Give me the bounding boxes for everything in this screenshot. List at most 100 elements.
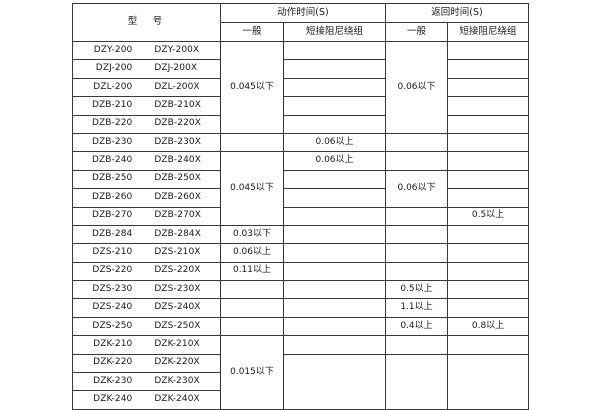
action-general-value [220,298,284,318]
action-damping-value [282,335,387,355]
action-damping-value [282,280,387,300]
return-general-value [385,151,449,171]
model-cell: DZB-230 DZB-230X [72,132,221,153]
relay-timing-table: 型 号 动作时间(S) 返回时间(S) 一般 短接阻尼绕组 一般 短接阻尼绕组 … [72,3,530,410]
table-row: DZK-210 DZK-210X 0.015以下 [72,335,530,410]
header-action-general: 一般 [220,22,284,42]
return-damping-value: 0.8以上 [447,316,530,337]
model-cell: DZB-270 DZB-270X [72,206,221,226]
table-row: DZB-230 DZB-230X 0.06以上 [72,132,530,153]
model-cell: DZK-230 DZK-230X [72,372,221,392]
model-code-b: DZJ-200X [154,63,198,74]
return-general-value [385,206,449,226]
model-cell: DZB-220 DZB-220X [72,114,221,134]
action-damping-value: 0.06以上 [282,132,387,153]
model-cell: DZS-210 DZS-210X [72,243,221,263]
model-code-a: DZK-220 [93,357,133,368]
action-damping-value [282,96,387,116]
return-general-value [385,224,449,245]
model-code-a: DZK-230 [93,375,133,386]
model-cell: DZS-250 DZS-250X [72,316,221,337]
header-action-time: 动作时间(S) [219,3,387,23]
model-code-b: DZK-240X [154,394,200,405]
model-code-a: DZB-240 [91,155,133,166]
model-code-b: DZS-250X [154,320,201,331]
return-damping-value [447,40,530,61]
return-damping-value [447,132,530,153]
return-general-value [385,132,449,153]
model-code-a: DZS-230 [92,283,133,294]
table-row: DZB-210 DZB-210X [72,96,530,116]
header-return-time: 返回时间(S) [385,3,530,23]
table-row: DZJ-200 DZJ-200X [72,59,530,79]
model-code-a: DZB-260 [91,191,133,202]
return-general-value: 0.06以下 [385,169,449,208]
return-damping-value [447,151,530,171]
model-code-a: DZK-240 [93,394,133,405]
header-row-sub: 一般 短接阻尼绕组 一般 短接阻尼绕组 [73,22,530,42]
model-code-b: DZK-210X [154,339,200,349]
return-damping-value [447,243,530,263]
return-damping-value [447,353,530,410]
return-general-value: 0.06以下 [385,41,449,134]
return-general-value: 1.1以上 [385,298,449,318]
table-row: DZB-270 DZB-270X 0.5以上 [72,206,530,226]
header-model: 型 号 [72,3,221,42]
table-row: DZS-250 DZS-250X 0.4以上 0.8以上 [72,316,530,337]
model-code-a: DZS-240 [92,302,133,313]
action-general-value: 0.11以上 [220,261,284,282]
model-cell: DZS-220 DZS-220X [72,261,221,282]
action-general-value: 0.06以上 [220,243,284,263]
model-code-a: DZL-200 [93,81,133,92]
action-damping-value [282,353,387,410]
header-return-damping: 短接阻尼绕组 [447,22,530,42]
model-cell: DZK-240 DZK-240X [72,390,221,410]
action-general-value: 0.015以下 [220,335,284,410]
model-code-b: DZL-200X [154,81,200,92]
model-cell: DZB-260 DZB-260X [72,188,221,208]
return-damping-value [447,298,530,318]
model-code-a: DZB-284 [91,228,133,239]
action-damping-value [282,114,387,134]
model-cell: DZK-220 DZK-220X [72,353,221,374]
table-row: DZB-250 DZB-250X 0.06以下 [72,169,530,208]
table-row: DZK-220 DZK-220X [72,353,530,410]
model-cell: DZB-250 DZB-250X [72,169,221,190]
model-code-a: DZK-210 [93,339,133,349]
action-general-value [220,316,284,337]
action-damping-value [282,298,387,318]
model-code-a: DZB-270 [91,210,133,221]
model-code-a: DZY-200 [93,44,133,55]
model-code-a: DZB-250 [91,173,133,184]
action-general-value [220,132,284,153]
return-general-value [385,353,449,410]
model-code-b: DZS-230X [154,283,201,294]
action-damping-value [282,206,387,226]
model-code-b: DZK-220X [154,357,200,368]
model-code-b: DZS-210X [154,247,201,258]
header-row-top: 型 号 动作时间(S) 返回时间(S) [72,3,530,42]
action-damping-value [282,261,387,282]
return-damping-value [447,169,530,190]
return-general-value [385,261,449,282]
model-code-b: DZB-210X [154,99,202,110]
table-row: DZS-210 DZS-210X 0.06以上 [72,243,530,263]
action-damping-value [282,77,387,98]
header-return-general: 一般 [385,22,449,42]
model-cell: DZJ-200 DZJ-200X [72,59,221,79]
action-general-value [220,280,284,300]
return-damping-value [447,77,530,98]
header-action-damping: 短接阻尼绕组 [282,22,387,42]
action-general-value: 0.03以下 [220,224,284,245]
table-row: DZL-200 DZL-200X [72,77,530,98]
return-general-value: 0.4以上 [385,316,449,337]
model-cell: DZB-284 DZB-284X [72,224,221,245]
return-damping-value [447,261,530,282]
table-row: DZK-230 DZK-230X [72,372,529,392]
model-code-a: DZS-210 [92,247,133,258]
action-damping-value [282,188,387,208]
action-damping-value [282,316,387,337]
model-code-b: DZS-240X [154,302,201,313]
table-row: DZS-230 DZS-230X 0.5以上 [72,280,530,300]
model-cell: DZK-210 DZK-210X [72,335,221,355]
